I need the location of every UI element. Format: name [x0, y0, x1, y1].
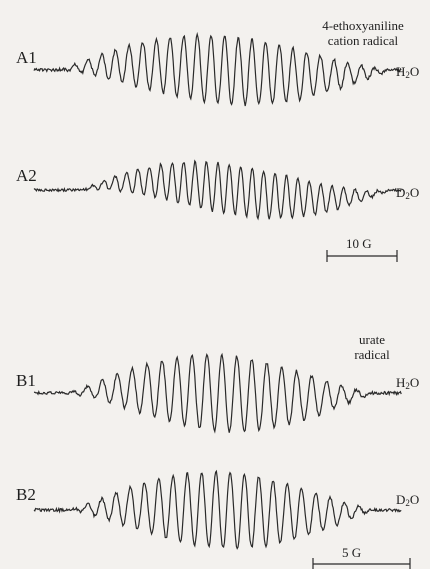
scale-bar-b — [312, 558, 411, 569]
solvent-b2-sub: 2 — [405, 498, 410, 508]
trace-b2 — [33, 469, 402, 550]
trace-a1 — [33, 31, 402, 107]
label-a1: A1 — [16, 48, 37, 67]
solvent-b1-main: H — [396, 375, 406, 390]
annotation-b-line1: urate — [359, 332, 385, 347]
annotation-urate: urate radical — [342, 332, 402, 363]
label-b2: B2 — [16, 485, 36, 504]
label-b1: B1 — [16, 371, 36, 390]
solvent-a2-main: D — [396, 185, 406, 200]
solvent-a1-main: H — [396, 64, 406, 79]
scale-label-b: 5 G — [342, 545, 362, 560]
trace-b1 — [33, 352, 402, 434]
solvent-a1: H2O — [396, 64, 419, 80]
annotation-a-line2: cation radical — [327, 32, 399, 48]
scale-label-a: 10 G — [346, 236, 372, 251]
annotation-4-ethoxyaniline: 4-ethoxyaniline cation radical — [300, 18, 426, 49]
solvent-a2-sub: 2 — [405, 191, 410, 201]
solvent-b2-main: D — [396, 492, 406, 507]
annotation-a-line1: 4-ethoxyaniline — [322, 18, 404, 33]
solvent-b2: D2O — [396, 492, 419, 508]
annotation-b-line2: radical — [354, 346, 390, 362]
solvent-b1-tail: O — [409, 375, 420, 390]
solvent-b1-sub: 2 — [405, 381, 410, 391]
solvent-a2: D2O — [396, 185, 419, 201]
solvent-a1-sub: 2 — [405, 70, 410, 80]
solvent-b2-tail: O — [409, 492, 420, 507]
trace-a2 — [33, 159, 402, 221]
solvent-a2-tail: O — [409, 185, 420, 200]
scale-bar-a — [326, 250, 398, 262]
label-a2: A2 — [16, 166, 37, 185]
solvent-a1-tail: O — [409, 64, 420, 79]
solvent-b1: H2O — [396, 375, 419, 391]
